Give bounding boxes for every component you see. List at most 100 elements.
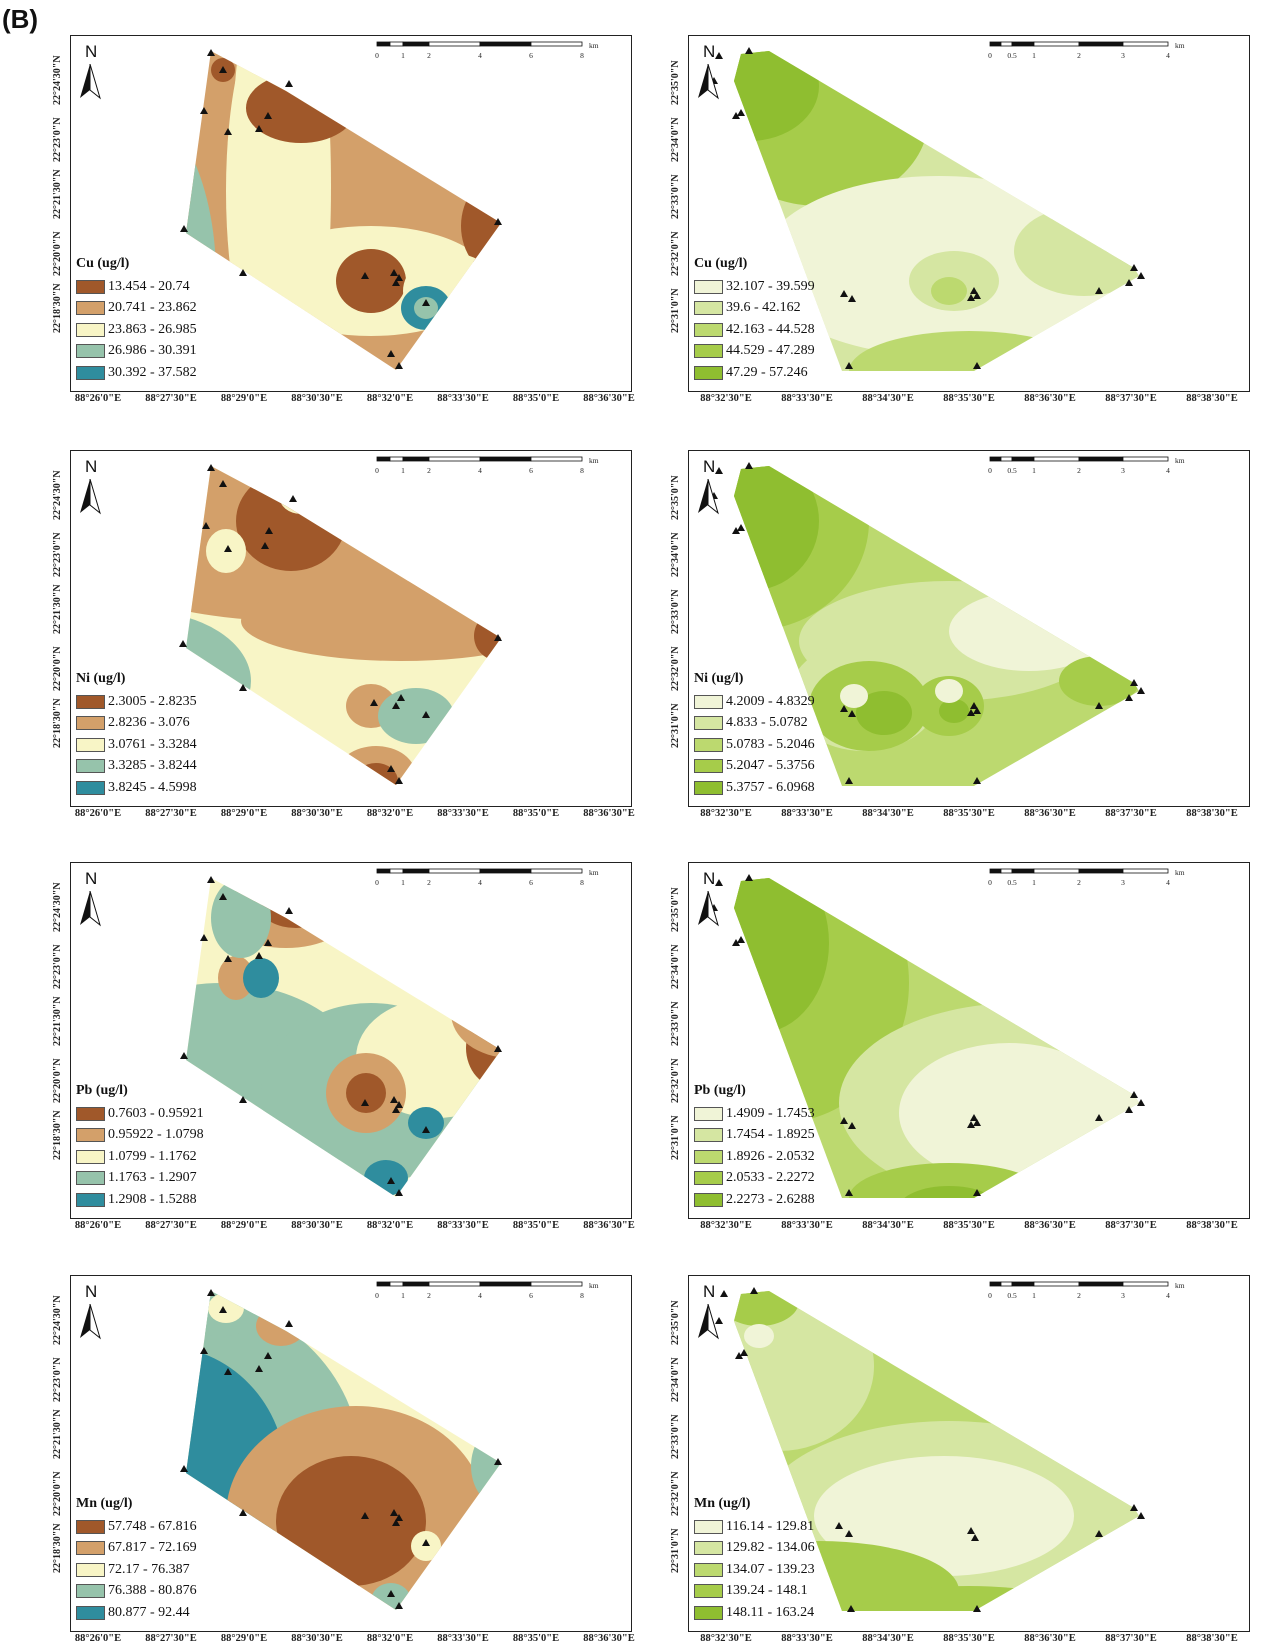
scale-segment bbox=[530, 1281, 583, 1287]
north-arrow: N bbox=[77, 42, 113, 106]
north-arrow: N bbox=[77, 869, 113, 933]
legend-item: 44.529 - 47.289 bbox=[694, 341, 815, 363]
scale-segment bbox=[989, 1281, 1002, 1287]
legend-title: Ni (ug/l) bbox=[76, 671, 126, 686]
sampling-site-marker bbox=[180, 1465, 188, 1472]
x-tick-label: 88°38'30"E bbox=[1186, 393, 1238, 404]
contour-zone bbox=[935, 679, 963, 703]
y-tick-label: 22°18'30"N bbox=[52, 1523, 63, 1573]
legend-class-label: 80.877 - 92.44 bbox=[108, 1604, 190, 1620]
legend-swatch bbox=[694, 344, 723, 359]
legend-swatch bbox=[76, 1519, 105, 1534]
legend-class-label: 26.986 - 30.391 bbox=[108, 343, 197, 359]
sampling-site-marker bbox=[395, 1189, 403, 1196]
scale-segment bbox=[1078, 41, 1124, 47]
legend-item: 5.0783 - 5.2046 bbox=[694, 734, 815, 756]
scale-tick-label: 0 bbox=[988, 878, 992, 887]
sampling-site-marker bbox=[845, 1530, 853, 1537]
contour-zone bbox=[939, 699, 969, 723]
legend-class-label: 42.163 - 44.528 bbox=[726, 321, 815, 337]
contour-zone bbox=[336, 746, 416, 785]
scale-segment bbox=[1000, 456, 1013, 462]
x-tick-label: 88°36'30"E bbox=[1024, 393, 1076, 404]
x-tick-label: 88°35'0"E bbox=[512, 393, 560, 404]
y-tick-label: 22°32'0"N bbox=[670, 231, 681, 276]
scale-segment bbox=[428, 41, 481, 47]
legend-item: 26.986 - 30.391 bbox=[76, 341, 197, 363]
legend-swatch bbox=[694, 1541, 723, 1556]
scale-tick-label: 2 bbox=[427, 51, 431, 60]
legend-class-label: 76.388 - 80.876 bbox=[108, 1583, 197, 1599]
legend-title: Cu (ug/l) bbox=[76, 256, 130, 271]
y-tick-label: 22°31'0"N bbox=[670, 1115, 681, 1160]
scale-tick-label: 2 bbox=[427, 466, 431, 475]
x-tick-label: 88°27'30"E bbox=[145, 1220, 197, 1231]
sampling-site-marker bbox=[1095, 287, 1103, 294]
legend-item: 129.82 - 134.06 bbox=[694, 1538, 815, 1560]
sampling-site-marker bbox=[285, 1320, 293, 1327]
scale-tick-label: 0.5 bbox=[1007, 51, 1017, 60]
scale-segment bbox=[479, 868, 532, 874]
sampling-site-marker bbox=[390, 1096, 398, 1103]
scale-segment bbox=[389, 41, 404, 47]
scale-bar: 0 0.5 1 2 3 4 km bbox=[988, 1280, 1189, 1302]
legend-swatch bbox=[76, 1149, 105, 1164]
scale-tick-label: 4 bbox=[1166, 466, 1170, 475]
scale-segment bbox=[1000, 868, 1013, 874]
contour-zone bbox=[471, 1426, 501, 1506]
scale-tick-label: 6 bbox=[529, 878, 533, 887]
legend-swatch bbox=[694, 322, 723, 337]
sampling-site-marker bbox=[180, 1052, 188, 1059]
sampling-site-marker bbox=[200, 107, 208, 114]
scale-tick-label: 3 bbox=[1121, 51, 1125, 60]
map-canvas bbox=[710, 47, 1145, 371]
sampling-site-marker bbox=[422, 1126, 430, 1133]
sampling-site-marker bbox=[219, 1306, 227, 1313]
scale-tick-label: 6 bbox=[529, 51, 533, 60]
legend-swatch bbox=[694, 1128, 723, 1143]
scale-tick-label: 0 bbox=[988, 466, 992, 475]
scale-segment bbox=[1078, 1281, 1124, 1287]
x-tick-label: 88°36'30"E bbox=[583, 1220, 635, 1231]
contour-zone bbox=[371, 1583, 411, 1610]
scale-tick-label: 1 bbox=[401, 466, 405, 475]
legend-class-label: 129.82 - 134.06 bbox=[726, 1540, 815, 1556]
y-tick-label: 22°35'0"N bbox=[670, 475, 681, 520]
sampling-site-marker bbox=[207, 1289, 215, 1296]
x-tick-label: 88°26'0"E bbox=[74, 1220, 122, 1231]
contour-zone bbox=[243, 958, 279, 998]
contour-zone bbox=[246, 73, 356, 143]
scale-segment bbox=[402, 1281, 430, 1287]
scale-tick-label: 0 bbox=[988, 1291, 992, 1300]
map-canvas bbox=[179, 464, 502, 785]
sampling-site-marker bbox=[1095, 1530, 1103, 1537]
legend-class-label: 39.6 - 42.162 bbox=[726, 300, 801, 316]
y-tick-label: 22°34'0"N bbox=[670, 117, 681, 162]
scale-tick-label: 4 bbox=[478, 51, 482, 60]
x-tick-label: 88°36'30"E bbox=[583, 1633, 635, 1644]
sampling-site-marker bbox=[835, 1522, 843, 1529]
legend-item: 4.833 - 5.0782 bbox=[694, 713, 815, 735]
sampling-site-marker bbox=[255, 952, 263, 959]
legend-swatch bbox=[76, 1541, 105, 1556]
x-tick-label: 88°30'30"E bbox=[291, 1220, 343, 1231]
legend: Pb (ug/l) 0.7603 - 0.95921 0.95922 - 1.079… bbox=[76, 1083, 204, 1211]
legend-class-label: 5.0783 - 5.2046 bbox=[726, 736, 815, 752]
x-tick-label: 88°29'0"E bbox=[220, 393, 268, 404]
north-arrow: N bbox=[77, 1282, 113, 1346]
scale-segment bbox=[389, 1281, 404, 1287]
x-tick-label: 88°26'0"E bbox=[74, 393, 122, 404]
y-tick-label: 22°31'0"N bbox=[670, 288, 681, 333]
scale-unit: km bbox=[1175, 868, 1185, 877]
scale-tick-label: 4 bbox=[478, 1291, 482, 1300]
contour-zone bbox=[211, 878, 271, 958]
scale-bar: 0 1 2 4 6 8 km bbox=[375, 40, 606, 62]
scale-segment bbox=[402, 41, 430, 47]
scale-tick-label: 2 bbox=[1077, 878, 1081, 887]
sampling-site-marker bbox=[848, 295, 856, 302]
y-tick-label: 22°35'0"N bbox=[670, 60, 681, 105]
sampling-site-marker bbox=[390, 1509, 398, 1516]
legend-item: 1.1763 - 1.2907 bbox=[76, 1168, 204, 1190]
legend-swatch bbox=[694, 1584, 723, 1599]
legend-item: 2.2273 - 2.6288 bbox=[694, 1189, 815, 1211]
